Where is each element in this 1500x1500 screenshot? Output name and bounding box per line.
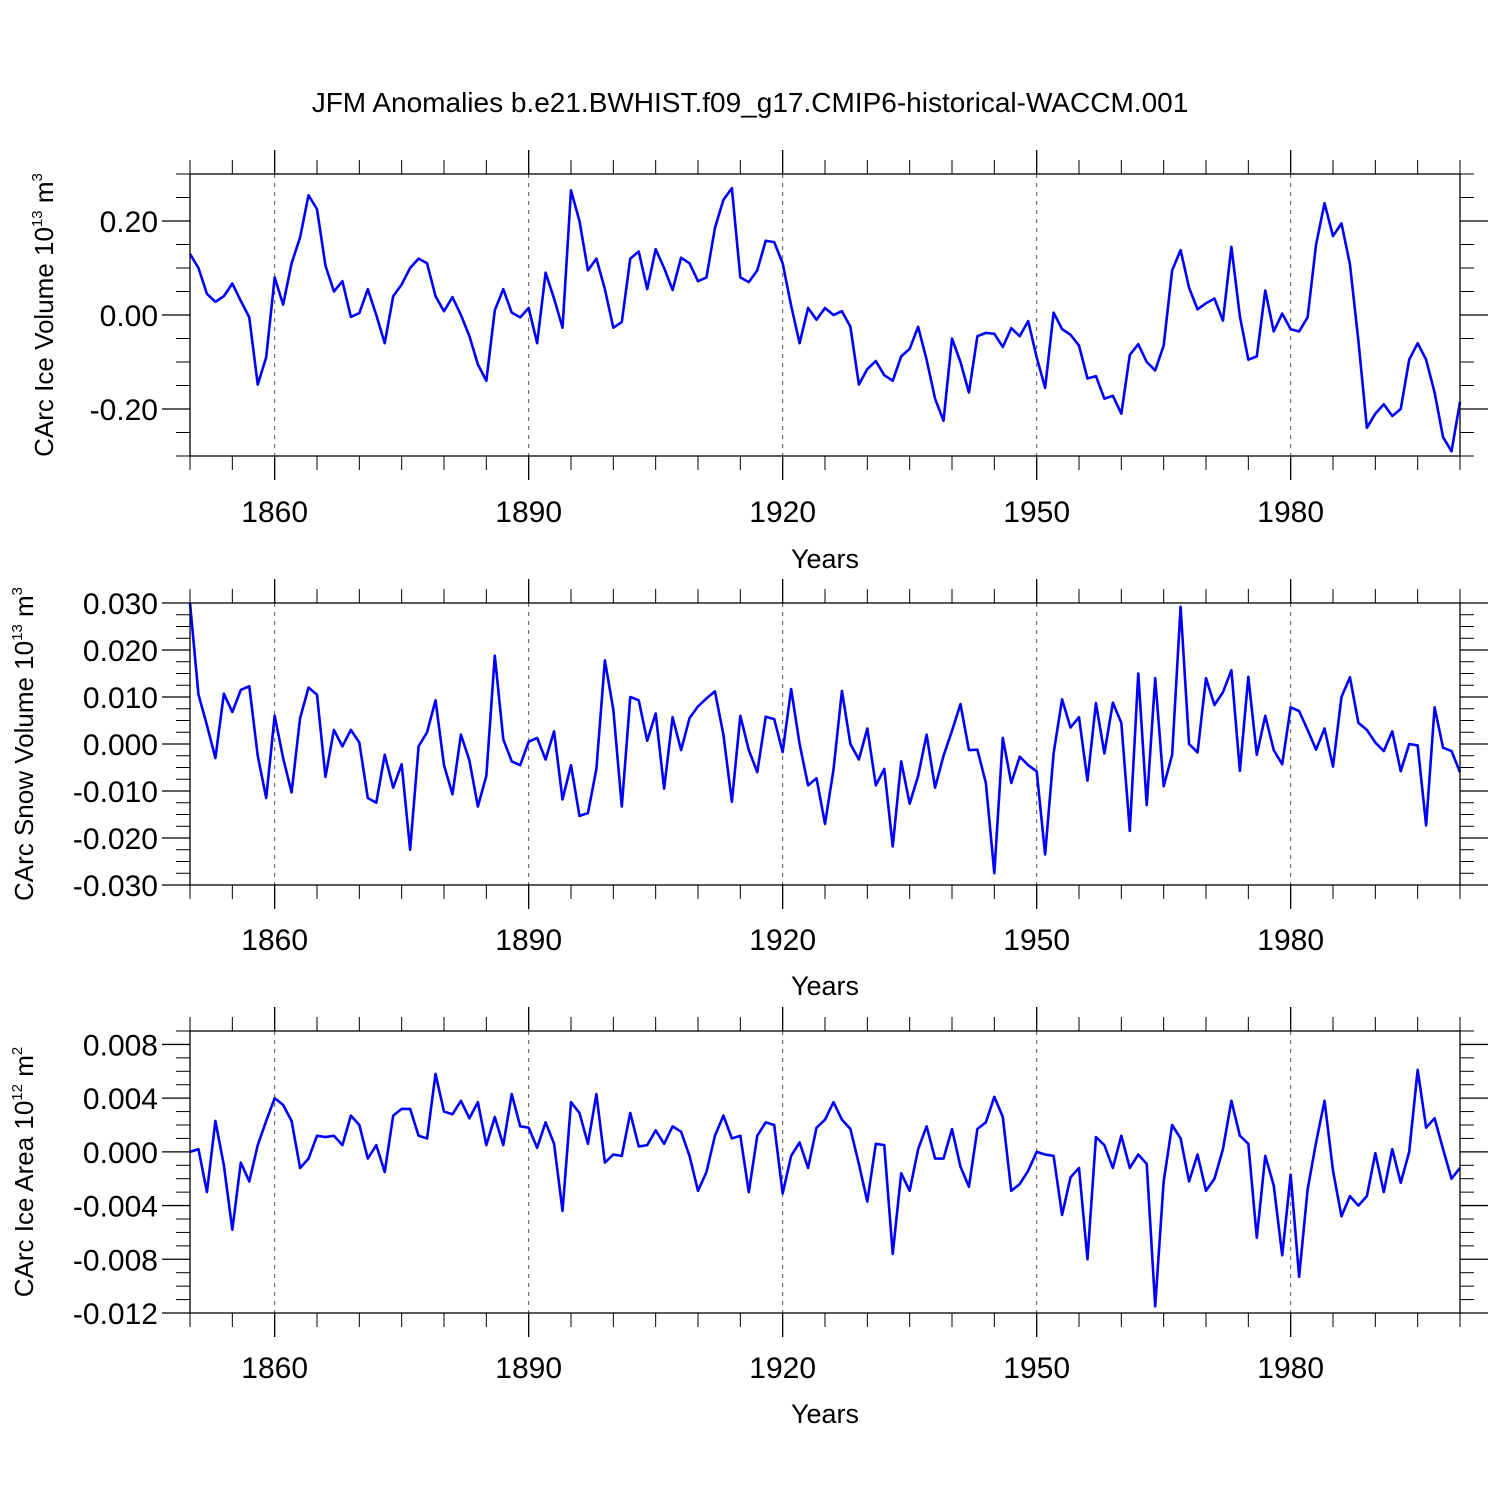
plot-frame [189,173,1461,457]
y-tick-label-0.000: 0.000 [83,729,158,762]
panel-3: 1860 1890 1920 1950 1980 0.008 0.004 0.000 -0.00… [9,1007,1488,1429]
x-tick-label-1860: 1860 [241,496,308,529]
x-tick-label-1980: 1980 [1257,1352,1324,1385]
y-tick-label-0.010: 0.010 [83,682,158,715]
y-axis-title-unit-exponent: 3 [29,173,46,181]
y-tick-label-0.020: 0.020 [83,635,158,668]
x-tick-label-1980: 1980 [1257,496,1324,529]
y-tick-label--0.20: -0.20 [90,394,158,427]
x-tick-label-1890: 1890 [495,1352,562,1385]
y-axis-title-unit-exponent: 3 [9,587,26,595]
y-axis-title: CArc Ice Volume 1013 m3 [29,173,59,457]
x-tick-label-1950: 1950 [1003,924,1070,957]
y-tick-label--0.004: -0.004 [73,1191,158,1224]
x-tick-label-1950: 1950 [1003,1352,1070,1385]
y-tick-label--0.012: -0.012 [73,1298,158,1331]
x-axis-title: Years [791,544,859,574]
plot-frame [189,1030,1461,1314]
x-tick-label-1890: 1890 [495,496,562,529]
x-tick-label-1860: 1860 [241,1352,308,1385]
y-tick-label-0.000: 0.000 [83,1137,158,1170]
x-tick-label-1890: 1890 [495,924,562,957]
x-tick-label-1950: 1950 [1003,496,1070,529]
y-tick-label--0.020: -0.020 [73,823,158,856]
y-axis-title: CArc Ice Area 1012 m2 [9,1047,39,1297]
series-line [189,1068,1462,1308]
y-axis-title-unit-exponent: 2 [9,1047,26,1055]
y-tick-label--0.030: -0.030 [73,870,158,903]
y-axis-title-main: CArc Ice Area 10 [9,1101,39,1298]
x-tick-label-1860: 1860 [241,924,308,957]
y-axis-title-exponent: 13 [9,624,26,641]
y-axis-title-unit: m [29,181,59,210]
y-axis-title-main: CArc Snow Volume 10 [9,641,39,901]
y-axis-title-unit: m [9,595,39,624]
x-tick-label-1920: 1920 [749,496,816,529]
y-tick-label-0.008: 0.008 [83,1029,158,1062]
y-axis-title-unit: m [9,1055,39,1084]
y-tick-label-0.20: 0.20 [100,206,158,239]
y-tick-label--0.008: -0.008 [73,1244,158,1277]
x-tick-label-1980: 1980 [1257,924,1324,957]
series-line [188,602,1462,875]
y-tick-label-0.004: 0.004 [83,1083,158,1116]
y-axis-title-main: CArc Ice Volume 10 [29,227,59,457]
plot-frame [189,602,1461,886]
x-tick-label-1920: 1920 [749,1352,816,1385]
y-axis-title-exponent: 13 [29,210,46,227]
chart-title: JFM Anomalies b.e21.BWHIST.f09_g17.CMIP6… [312,87,1189,118]
series-line [188,186,1462,453]
x-axis-title: Years [791,1399,859,1429]
y-axis-title-exponent: 12 [9,1084,26,1101]
x-axis-title: Years [791,971,859,1001]
panels: 1860 1890 1920 1950 1980 0.20 0.00 -0.20 Years CA… [9,150,1488,1429]
y-axis-title: CArc Snow Volume 1013 m3 [9,587,39,901]
panel-1: 1860 1890 1920 1950 1980 0.20 0.00 -0.20 Years CA… [29,150,1488,574]
y-tick-label--0.010: -0.010 [73,776,158,809]
x-tick-label-1920: 1920 [749,924,816,957]
y-tick-label-0.00: 0.00 [100,300,158,333]
y-tick-label-0.030: 0.030 [83,588,158,621]
panel-2: 1860 1890 1920 1950 1980 0.030 0.020 0.010 0.000… [9,579,1488,1001]
